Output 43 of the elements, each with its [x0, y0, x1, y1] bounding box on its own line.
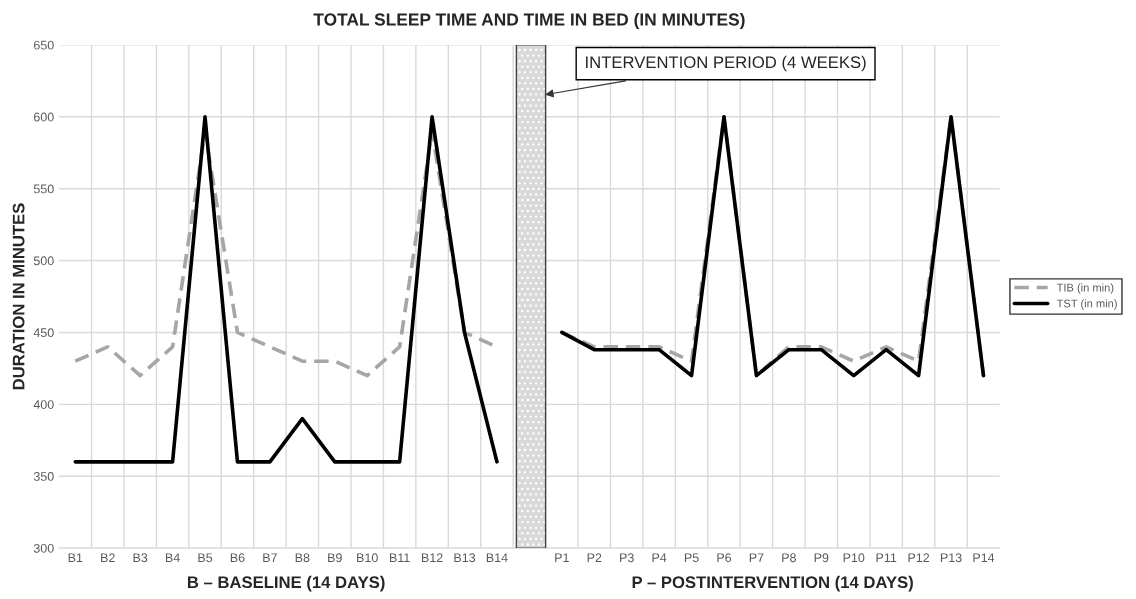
x-tick-label: B10	[357, 553, 378, 563]
x-tick-label: P10	[843, 553, 865, 563]
band-label: INTERVENTION PERIOD (4 WEEKS)	[586, 55, 866, 72]
x-tick-label: P11	[876, 553, 897, 562]
x-tick-label: B8	[295, 553, 310, 563]
x-tick-label: B5	[198, 553, 213, 563]
x-tick-label: P1	[555, 553, 569, 562]
x-tick-label: B9	[328, 553, 342, 563]
x-tick-label: B3	[133, 553, 148, 563]
text: P – POSTINTERVENTION (14 DAYS)	[632, 575, 913, 592]
x-tick-label: B6	[230, 553, 245, 563]
y-tick-label: 400	[33, 400, 54, 409]
x-tick-label: B13	[454, 553, 476, 563]
x-tick-label: B4	[165, 553, 180, 562]
x-tick-label: B12	[421, 553, 443, 562]
x-tick-label: P4	[652, 553, 667, 562]
x-tick-label: P6	[717, 553, 732, 563]
y-axis-title: DURATION IN MINUTES	[12, 203, 25, 390]
y-tick-label: 300	[33, 543, 54, 553]
text: B – BASELINE (14 DAYS)	[187, 575, 385, 592]
y-tick-label: 450	[33, 328, 54, 338]
x-tick-label: P5	[684, 553, 699, 563]
x-tick-label: B2	[101, 553, 115, 562]
x-tick-label: B7	[263, 553, 277, 562]
y-tick-label: 350	[33, 472, 54, 481]
chart-title: TOTAL SLEEP TIME AND TIME IN BED (IN MINUTES)	[313, 12, 745, 30]
legend-label: TIB (in min)	[1056, 283, 1114, 294]
legend-label: TST (in min)	[1056, 299, 1117, 310]
x-tick-label: B1	[68, 553, 83, 562]
y-tick-label: 650	[33, 40, 54, 50]
x-tick-label: P8	[782, 553, 796, 563]
x-tick-label: P12	[908, 553, 930, 562]
y-tick-label: 600	[33, 112, 54, 122]
x-tick-label: P13	[940, 553, 962, 563]
y-tick-label: 500	[33, 256, 54, 266]
x-tick-label: P3	[620, 553, 634, 563]
y-tick-label: 550	[33, 184, 54, 194]
x-tick-label: P14	[973, 553, 995, 562]
x-tick-label: B11	[390, 553, 410, 562]
x-tick-label: B14	[486, 553, 508, 562]
x-tick-label: P7	[749, 553, 764, 562]
x-tick-label: P2	[587, 553, 602, 562]
x-tick-label: P9	[814, 553, 829, 563]
